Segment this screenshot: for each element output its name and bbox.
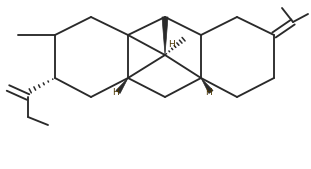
- Text: H: H: [113, 88, 119, 97]
- Text: H: H: [168, 40, 175, 49]
- Polygon shape: [201, 78, 213, 93]
- Text: H: H: [205, 88, 212, 97]
- Polygon shape: [162, 17, 168, 55]
- Polygon shape: [116, 78, 128, 93]
